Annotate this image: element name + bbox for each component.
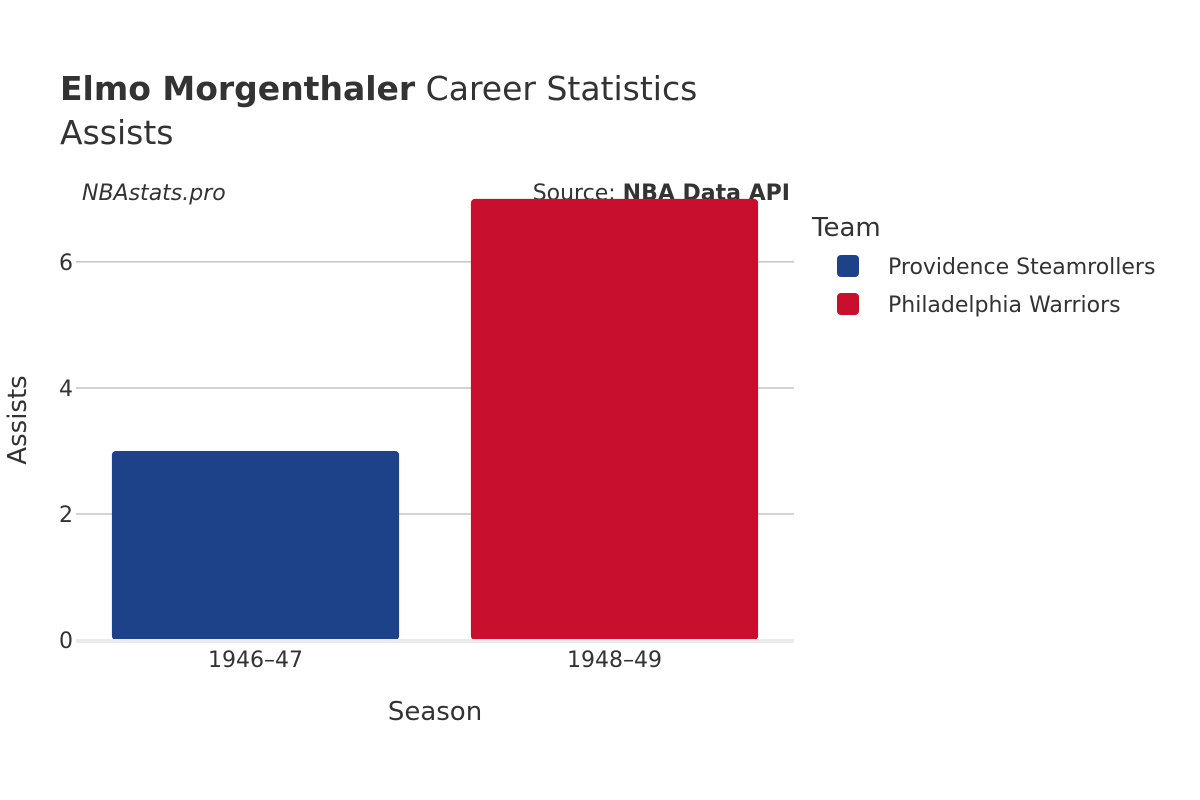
bars [111, 198, 759, 640]
y-axis-ticks: 0 2 4 6 [59, 251, 73, 654]
title-player-name: Elmo Morgenthaler [60, 69, 416, 108]
chart-title: Elmo Morgenthaler Career Statistics [60, 69, 697, 108]
legend-swatch [837, 255, 859, 277]
x-tick-label: 1948–49 [567, 648, 662, 673]
title-suffix: Career Statistics [415, 69, 697, 108]
legend-item-label[interactable]: Providence Steamrollers [888, 255, 1155, 280]
y-tick-label: 2 [59, 503, 73, 528]
y-tick-label: 0 [59, 629, 73, 654]
legend-title: Team [811, 213, 881, 243]
x-axis-title: Season [388, 697, 482, 727]
legend: Providence Steamrollers Philadelphia Warr… [837, 255, 1155, 318]
x-axis-ticks: 1946–47 1948–49 [208, 648, 662, 673]
y-tick-label: 4 [59, 377, 73, 402]
bar-1946–47[interactable] [111, 450, 400, 640]
bar-1948–49[interactable] [470, 198, 759, 640]
y-tick-label: 6 [59, 251, 73, 276]
chart-subtitle: Assists [60, 113, 173, 152]
x-tick-label: 1946–47 [208, 648, 303, 673]
legend-item-label[interactable]: Philadelphia Warriors [888, 293, 1121, 318]
watermark: NBAstats.pro [82, 181, 226, 206]
y-axis-title: Assists [3, 375, 33, 464]
legend-swatch [837, 293, 859, 315]
